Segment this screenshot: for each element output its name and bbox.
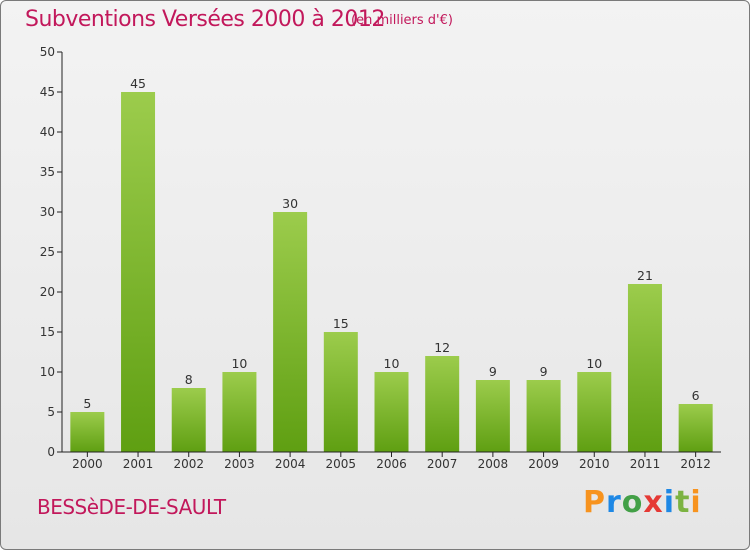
y-tick-label: 40 <box>40 125 55 139</box>
commune-name: BESSèDE-DE-SAULT <box>37 495 226 519</box>
x-tick-label: 2000 <box>72 457 103 471</box>
x-tick-label: 2010 <box>579 457 610 471</box>
y-tick-label: 45 <box>40 85 55 99</box>
logo-letter: i <box>690 485 702 520</box>
x-tick-label: 2009 <box>528 457 559 471</box>
y-tick-label: 5 <box>47 405 55 419</box>
y-tick-label: 15 <box>40 325 55 339</box>
y-tick-label: 35 <box>40 165 55 179</box>
bar-value-label: 5 <box>83 396 91 411</box>
x-tick-label: 2007 <box>427 457 458 471</box>
y-tick-label: 10 <box>40 365 55 379</box>
chart-title: Subventions Versées 2000 à 2012 <box>25 7 385 32</box>
bar <box>323 332 358 452</box>
bar-value-label: 15 <box>333 316 349 331</box>
bar <box>222 372 257 452</box>
bar-value-label: 30 <box>282 196 298 211</box>
bar <box>425 356 460 452</box>
logo-letter: i <box>663 485 676 520</box>
bar <box>475 380 510 452</box>
bar-value-label: 10 <box>231 356 247 371</box>
x-tick-label: 2004 <box>275 457 306 471</box>
logo-letter: P <box>583 485 606 520</box>
logo-letter: t <box>675 485 691 520</box>
x-tick-label: 2005 <box>326 457 357 471</box>
bar <box>70 412 105 452</box>
logo-letter: x <box>643 485 664 520</box>
bar <box>121 92 156 452</box>
x-tick-label: 2003 <box>224 457 255 471</box>
chart-subtitle: (en milliers d'€) <box>351 13 453 28</box>
bar-value-label: 21 <box>637 268 653 283</box>
y-tick-label: 0 <box>47 445 55 459</box>
bar-value-label: 10 <box>384 356 400 371</box>
bar <box>374 372 409 452</box>
bar-value-label: 8 <box>185 372 193 387</box>
bar <box>678 404 713 452</box>
y-tick-label: 50 <box>40 45 55 59</box>
bar-value-label: 45 <box>130 76 146 91</box>
bar-value-label: 10 <box>586 356 602 371</box>
bar <box>526 380 561 452</box>
y-tick-label: 30 <box>40 205 55 219</box>
x-tick-label: 2012 <box>680 457 711 471</box>
x-tick-label: 2011 <box>630 457 661 471</box>
logo-letter: o <box>621 485 644 520</box>
bar-value-label: 9 <box>540 364 548 379</box>
bar-value-label: 6 <box>692 388 700 403</box>
bar <box>171 388 206 452</box>
y-tick-label: 20 <box>40 285 55 299</box>
proxiti-logo[interactable]: Proxiti <box>583 485 702 520</box>
bar <box>627 284 662 452</box>
y-tick-label: 25 <box>40 245 55 259</box>
bar-value-label: 12 <box>434 340 450 355</box>
x-tick-label: 2006 <box>376 457 407 471</box>
x-tick-label: 2008 <box>478 457 509 471</box>
bar-value-label: 9 <box>489 364 497 379</box>
x-tick-label: 2001 <box>123 457 154 471</box>
x-tick-label: 2002 <box>173 457 204 471</box>
bar <box>273 212 308 452</box>
logo-letter: r <box>606 485 622 520</box>
bar <box>577 372 612 452</box>
